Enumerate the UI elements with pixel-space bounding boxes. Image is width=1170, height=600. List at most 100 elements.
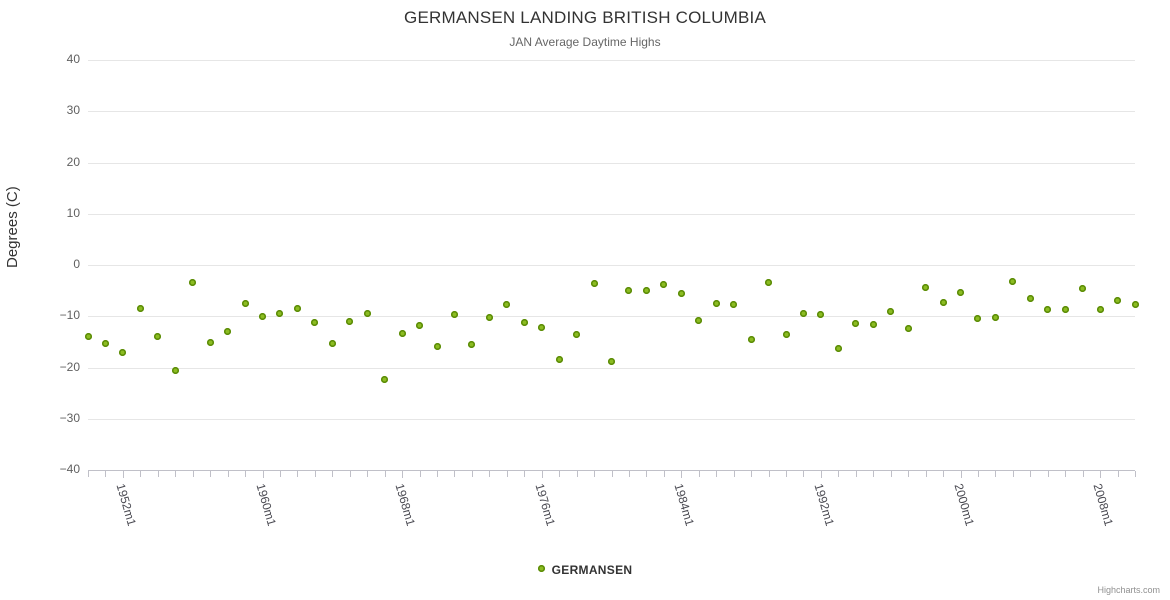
data-point[interactable] [520, 319, 528, 327]
y-axis-tick-label: 30 [66, 103, 80, 118]
data-point[interactable] [747, 336, 755, 344]
data-point[interactable] [450, 310, 458, 318]
x-axis-tick [105, 471, 107, 477]
data-point[interactable] [904, 324, 912, 332]
data-point[interactable] [852, 319, 860, 327]
data-point[interactable] [485, 313, 493, 321]
data-point[interactable] [782, 331, 790, 339]
data-point[interactable] [1044, 306, 1052, 314]
x-axis-tick [1030, 471, 1032, 477]
data-point[interactable] [1026, 295, 1034, 303]
y-axis-tick-labels: 40 30 20 10 0 −10 −20 −30 −40 [0, 52, 80, 476]
x-axis-tick [1100, 471, 1102, 478]
y-axis-tick-label: 20 [66, 154, 80, 169]
x-axis-tick-label: 2008m1 [1090, 482, 1117, 528]
data-point[interactable] [171, 367, 179, 375]
plot-area [84, 60, 1139, 471]
x-axis-tick [122, 471, 124, 478]
data-point[interactable] [328, 339, 336, 347]
data-point[interactable] [799, 310, 807, 318]
x-axis-tick-label: 1968m1 [392, 482, 419, 528]
gridline [88, 470, 1135, 471]
data-point[interactable] [1061, 306, 1069, 314]
data-point[interactable] [555, 355, 563, 363]
x-axis-tick [157, 471, 159, 477]
x-axis-tick [663, 471, 665, 477]
data-point[interactable] [538, 323, 546, 331]
data-point[interactable] [573, 331, 581, 339]
data-point[interactable] [712, 300, 720, 308]
data-point[interactable] [608, 358, 615, 366]
data-point[interactable] [834, 345, 842, 353]
data-point[interactable] [1131, 300, 1139, 308]
y-axis-tick-label: 0 [73, 257, 80, 271]
gridline [88, 265, 1135, 266]
data-point[interactable] [84, 333, 92, 341]
data-point[interactable] [311, 318, 319, 326]
x-axis-tick [873, 471, 875, 477]
x-axis-tick [646, 471, 648, 477]
data-point[interactable] [154, 332, 162, 340]
x-axis-tick [384, 471, 386, 477]
data-point[interactable] [677, 289, 685, 297]
y-axis-tick-label: 40 [66, 52, 80, 66]
x-axis-tick [88, 471, 89, 477]
data-point[interactable] [381, 376, 389, 384]
data-point[interactable] [1009, 278, 1017, 286]
x-axis-tick [838, 471, 840, 477]
data-point[interactable] [730, 301, 738, 309]
data-point[interactable] [433, 342, 441, 350]
x-axis-tick [594, 471, 596, 477]
data-point[interactable] [468, 340, 476, 348]
data-point[interactable] [991, 313, 999, 321]
data-point[interactable] [869, 320, 877, 328]
data-point[interactable] [293, 305, 301, 313]
legend-marker-icon [537, 565, 545, 573]
x-axis-tick [977, 471, 979, 477]
data-point[interactable] [957, 288, 964, 296]
chart-subtitle: JAN Average Daytime Highs [509, 35, 661, 49]
data-point[interactable] [590, 280, 598, 288]
x-axis-tick [367, 471, 369, 477]
x-axis-tick [698, 471, 700, 477]
data-point[interactable] [922, 283, 930, 291]
data-point[interactable] [695, 316, 703, 324]
data-point[interactable] [660, 281, 668, 289]
data-point[interactable] [101, 340, 109, 348]
data-point[interactable] [206, 339, 214, 347]
legend: GERMANSEN [0, 562, 1170, 577]
data-point[interactable] [887, 308, 895, 316]
data-point[interactable] [398, 330, 406, 338]
data-point[interactable] [346, 317, 354, 325]
x-axis-tick [402, 471, 404, 478]
legend-item-germansen[interactable]: GERMANSEN [537, 562, 633, 577]
data-point[interactable] [136, 304, 144, 312]
x-axis-tick [768, 471, 770, 477]
data-point[interactable] [1079, 285, 1087, 293]
data-point[interactable] [363, 310, 371, 318]
data-point[interactable] [625, 286, 633, 294]
data-point[interactable] [241, 299, 249, 307]
x-axis-tick [943, 471, 945, 477]
legend-item-label: GERMANSEN [551, 562, 633, 577]
x-axis-tick [332, 471, 334, 477]
data-point[interactable] [817, 310, 825, 318]
data-point[interactable] [642, 286, 650, 294]
data-point[interactable] [119, 348, 127, 356]
data-point[interactable] [974, 314, 982, 322]
data-point[interactable] [276, 310, 284, 318]
x-axis-tick [716, 471, 718, 477]
data-point[interactable] [259, 313, 266, 321]
x-axis-tick [1047, 471, 1049, 477]
credits-label: Highcharts.com [1097, 585, 1160, 595]
data-point[interactable] [765, 278, 773, 286]
data-point[interactable] [1114, 297, 1122, 305]
data-point[interactable] [416, 322, 424, 330]
data-point[interactable] [1096, 305, 1104, 313]
x-axis-tick [1135, 471, 1136, 477]
x-axis-tick [1117, 471, 1119, 477]
data-point[interactable] [939, 298, 947, 306]
data-point[interactable] [189, 279, 197, 287]
data-point[interactable] [503, 300, 511, 308]
data-point[interactable] [224, 327, 232, 335]
